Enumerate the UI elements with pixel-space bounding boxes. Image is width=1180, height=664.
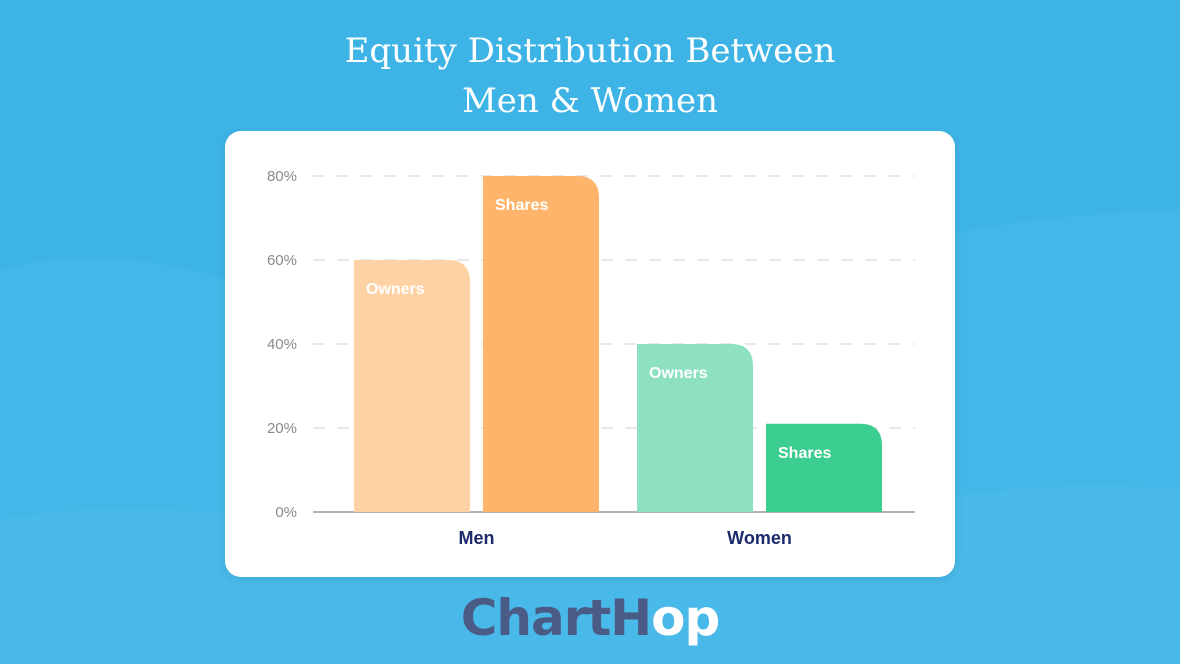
chart-card: 0% 20% 40% 60% 80% Owners Shares Men Owners Share… — [225, 131, 955, 577]
bar-label: Shares — [495, 197, 548, 214]
y-tick-label: 80% — [267, 168, 297, 185]
logo-text-hop: op — [651, 589, 720, 647]
chart-title: Equity Distribution Between Men & Women — [0, 26, 1180, 126]
chart-title-line-2: Men & Women — [461, 81, 719, 121]
y-tick-label: 40% — [267, 336, 297, 353]
bar-label: Owners — [649, 365, 708, 382]
y-tick-label: 0% — [275, 504, 297, 521]
charthop-logo: ChartHop — [0, 586, 1180, 650]
bar-shares-men — [483, 176, 599, 512]
bar-label: Owners — [366, 281, 425, 298]
y-tick-label: 20% — [267, 420, 297, 437]
x-category-label: Men — [459, 528, 495, 548]
chart-title-line-1: Equity Distribution Between — [344, 31, 836, 71]
bar-chart: 0% 20% 40% 60% 80% Owners Shares Men Owners Share… — [267, 168, 915, 548]
logo-text-chart: ChartH — [460, 589, 652, 647]
bar-shares-women — [766, 423, 882, 512]
bar-label: Shares — [778, 445, 831, 462]
bar-owners-men — [354, 260, 470, 512]
bar-owners-women — [637, 344, 753, 512]
x-category-label: Women — [727, 528, 792, 548]
y-tick-label: 60% — [267, 252, 297, 269]
